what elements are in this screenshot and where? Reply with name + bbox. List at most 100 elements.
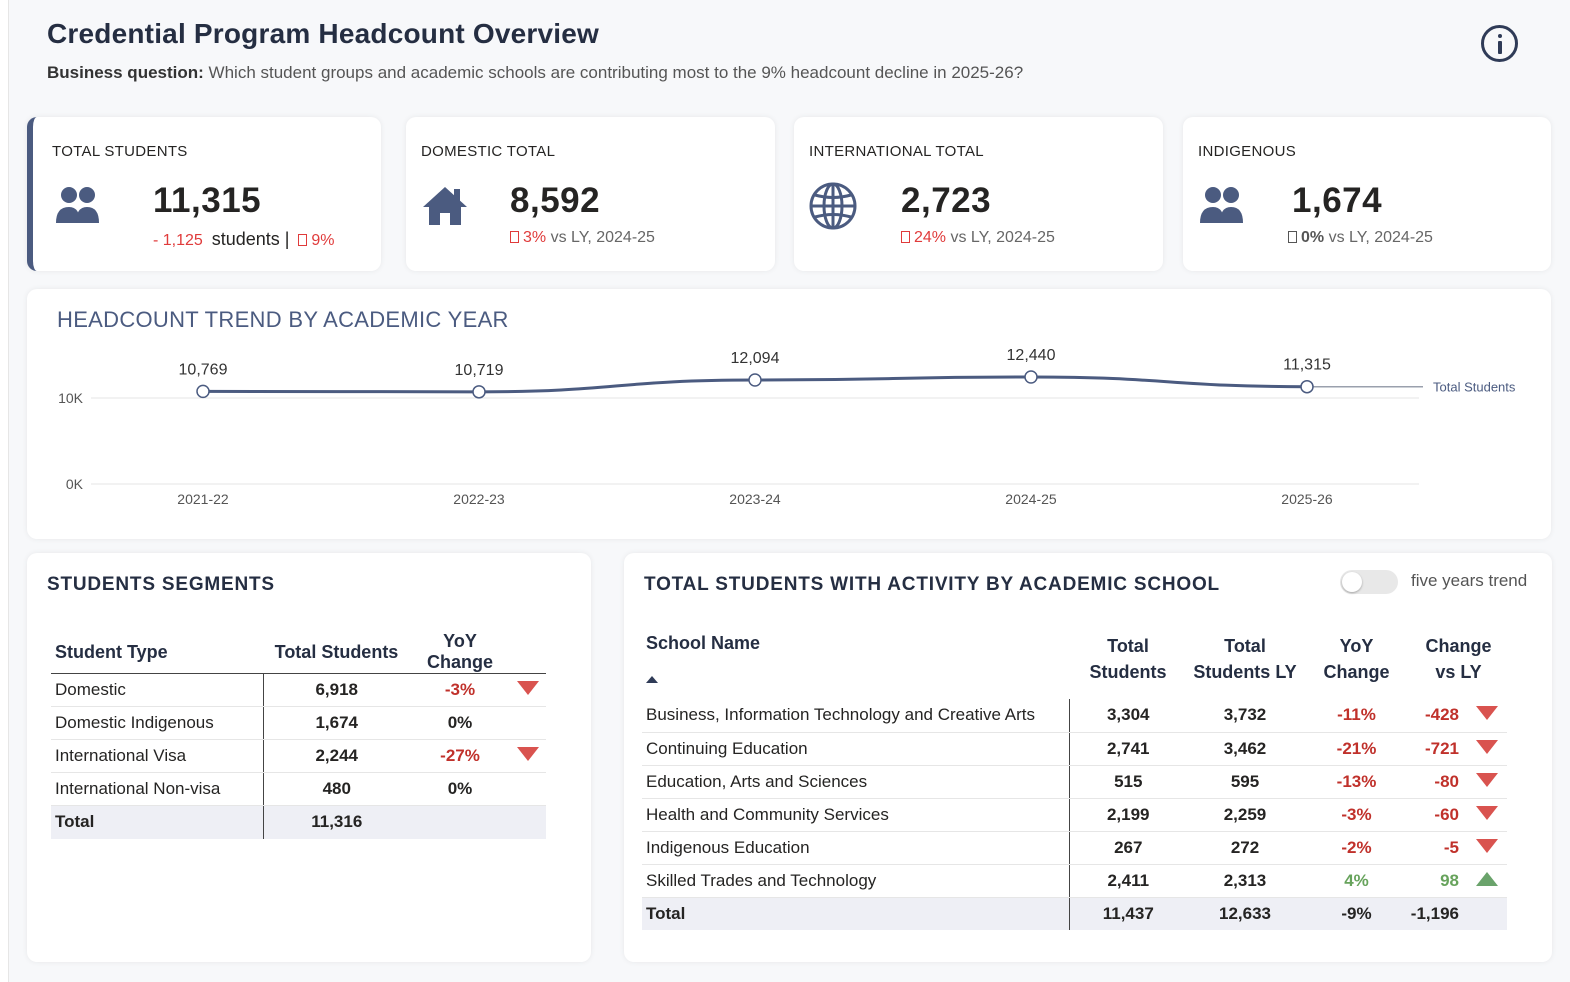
headcount-trend-card: HEADCOUNT TREND BY ACADEMIC YEAR 0K 10K To… xyxy=(27,289,1551,539)
kpi-card-domestic: DOMESTIC TOTAL 8,592 3% vs LY, 2024-25 xyxy=(406,117,775,271)
people-icon xyxy=(56,187,99,223)
data-point[interactable] xyxy=(1024,370,1038,384)
kpi-card-international: INTERNATIONAL TOTAL 2,723 24% vs LY, 202… xyxy=(794,117,1163,271)
header-label: Total xyxy=(1107,636,1149,656)
y-tick-label: 10K xyxy=(58,390,84,406)
table-row[interactable]: Indigenous Education 267 272 -2% -5 xyxy=(642,831,1507,865)
data-point[interactable] xyxy=(1300,379,1314,394)
student-type: Domestic Indigenous xyxy=(51,706,264,740)
column-header[interactable]: Student Type xyxy=(55,641,168,662)
student-type: International Visa xyxy=(51,739,264,773)
business-question-text: Which student groups and academic school… xyxy=(208,63,1024,82)
data-label: 12,094 xyxy=(731,350,780,367)
kpi-pct: 0% xyxy=(1288,229,1324,246)
kpi-title: INDIGENOUS xyxy=(1198,143,1297,160)
kpi-pct-value: 0% xyxy=(1301,229,1325,246)
total-students-ly: 595 xyxy=(1187,765,1303,799)
total-students: 3,304 xyxy=(1069,699,1187,733)
header-label: Change xyxy=(1425,636,1492,656)
table-row[interactable]: Domestic 6,918 -3% xyxy=(51,673,546,707)
kpi-suffix: vs LY, 2024-25 xyxy=(550,229,655,246)
table-row[interactable]: Health and Community Services 2,199 2,259-… xyxy=(642,798,1507,832)
x-tick-label: 2025-26 xyxy=(1281,491,1333,507)
table-row[interactable]: Skilled Trades and Technology 2,411 2,313 4… xyxy=(642,864,1507,898)
kpi-pct: 9% xyxy=(298,232,334,249)
info-icon[interactable] xyxy=(1481,25,1518,62)
yoy-change: -3% xyxy=(410,673,510,707)
data-point[interactable] xyxy=(748,373,762,387)
business-question: Business question: Which student groups … xyxy=(47,63,1023,83)
change-vs-ly: -60 xyxy=(1410,798,1467,832)
toggle-label: five years trend xyxy=(1411,571,1528,590)
change-vs-ly: -80 xyxy=(1410,765,1467,799)
total-students-ly: 2,313 xyxy=(1187,864,1303,898)
column-header-total-students[interactable]: Total Students xyxy=(1069,631,1187,699)
total-students-ly: 272 xyxy=(1187,831,1303,865)
decrease-arrow-icon xyxy=(517,681,539,695)
column-header-total-students-ly[interactable]: Total Students LY xyxy=(1187,631,1303,699)
decrease-arrow-icon xyxy=(1476,838,1498,853)
section-title: TOTAL STUDENTS WITH ACTIVITY BY ACADEMIC… xyxy=(644,574,1220,595)
kpi-value: 2,723 xyxy=(901,181,992,220)
table-row[interactable]: International Non-visa 480 0% xyxy=(51,772,546,806)
segments-table: Student Type Total Students YoY Change D… xyxy=(51,631,546,839)
kpi-pct-value: 3% xyxy=(523,229,547,246)
table-row[interactable]: Education, Arts and Sciences 515 595 -13% -8… xyxy=(642,765,1507,799)
column-header-yoy-change[interactable]: YoY Change xyxy=(1303,631,1410,699)
header-label: Change xyxy=(1323,662,1390,682)
column-header[interactable]: Total Students xyxy=(274,641,399,662)
yoy-change: 0% xyxy=(410,706,510,740)
total-row: Total 11,316 xyxy=(51,805,546,839)
sort-ascending-icon[interactable] xyxy=(646,676,658,683)
academic-school-card: TOTAL STUDENTS WITH ACTIVITY BY ACADEMIC… xyxy=(624,553,1552,962)
table-row[interactable]: Business, Information Technology and Cre… xyxy=(642,699,1507,733)
data-point[interactable] xyxy=(472,385,486,399)
change-vs-ly: -428 xyxy=(1410,699,1467,733)
increase-arrow-icon xyxy=(1476,871,1498,886)
globe-icon xyxy=(809,182,857,230)
yoy-change: -9% xyxy=(1303,897,1410,930)
kpi-change-icon xyxy=(1288,231,1297,243)
kpi-pct: 3% xyxy=(510,229,546,246)
data-label: 11,315 xyxy=(1283,357,1331,374)
header-label: Students LY xyxy=(1193,662,1297,682)
yoy-change: -13% xyxy=(1303,765,1410,799)
total-students-ly: 12,633 xyxy=(1187,897,1303,930)
school-name: Education, Arts and Sciences xyxy=(642,765,1070,799)
kpi-subtext: 24% vs LY, 2024-25 xyxy=(901,229,1055,247)
five-years-trend-toggle[interactable] xyxy=(1340,570,1398,594)
people-icon xyxy=(1200,187,1243,223)
total-students-ly: 2,259 xyxy=(1187,798,1303,832)
total-students: 2,411 xyxy=(1069,864,1187,898)
kpi-value: 1,674 xyxy=(1292,181,1383,220)
table-row[interactable]: Continuing Education 2,741 3,462 -21% -721 xyxy=(642,732,1507,766)
y-tick-label: 0K xyxy=(66,476,84,492)
kpi-change-icon xyxy=(510,231,519,243)
total-students: 2,244 xyxy=(263,739,410,773)
page-title: Credential Program Headcount Overview xyxy=(47,18,600,49)
column-header-change-vs-ly[interactable]: Change vs LY xyxy=(1410,631,1507,699)
column-header-school-name[interactable]: School Name xyxy=(642,631,1069,699)
column-header[interactable]: YoY Change xyxy=(426,631,493,672)
total-students: 2,199 xyxy=(1069,798,1187,832)
header-label: vs LY xyxy=(1435,662,1482,682)
kpi-subtext: 3% vs LY, 2024-25 xyxy=(510,229,655,247)
chart-title: HEADCOUNT TREND BY ACADEMIC YEAR xyxy=(57,307,509,332)
header-label: Total xyxy=(1224,636,1266,656)
data-point[interactable] xyxy=(196,384,210,399)
table-row[interactable]: International Visa 2,244 -27% xyxy=(51,739,546,773)
school-name: Indigenous Education xyxy=(642,831,1070,865)
data-label: 10,719 xyxy=(455,362,504,379)
kpi-change-icon xyxy=(298,234,308,246)
kpi-suffix: vs LY, 2024-25 xyxy=(1328,229,1433,246)
table-row[interactable]: Domestic Indigenous 1,674 0% xyxy=(51,706,546,740)
kpi-suffix: vs LY, 2024-25 xyxy=(950,229,1055,246)
kpi-value: 11,315 xyxy=(153,181,262,220)
total-row: Total 11,437 12,633 -9% -1,196 xyxy=(642,897,1507,930)
total-students-ly: 3,732 xyxy=(1187,699,1303,733)
student-type: International Non-visa xyxy=(51,772,264,806)
data-label: 12,440 xyxy=(1007,347,1056,364)
kpi-subtext: 0% vs LY, 2024-25 xyxy=(1288,229,1433,247)
change-vs-ly: -5 xyxy=(1410,831,1467,865)
total-students: 11,437 xyxy=(1069,897,1187,930)
